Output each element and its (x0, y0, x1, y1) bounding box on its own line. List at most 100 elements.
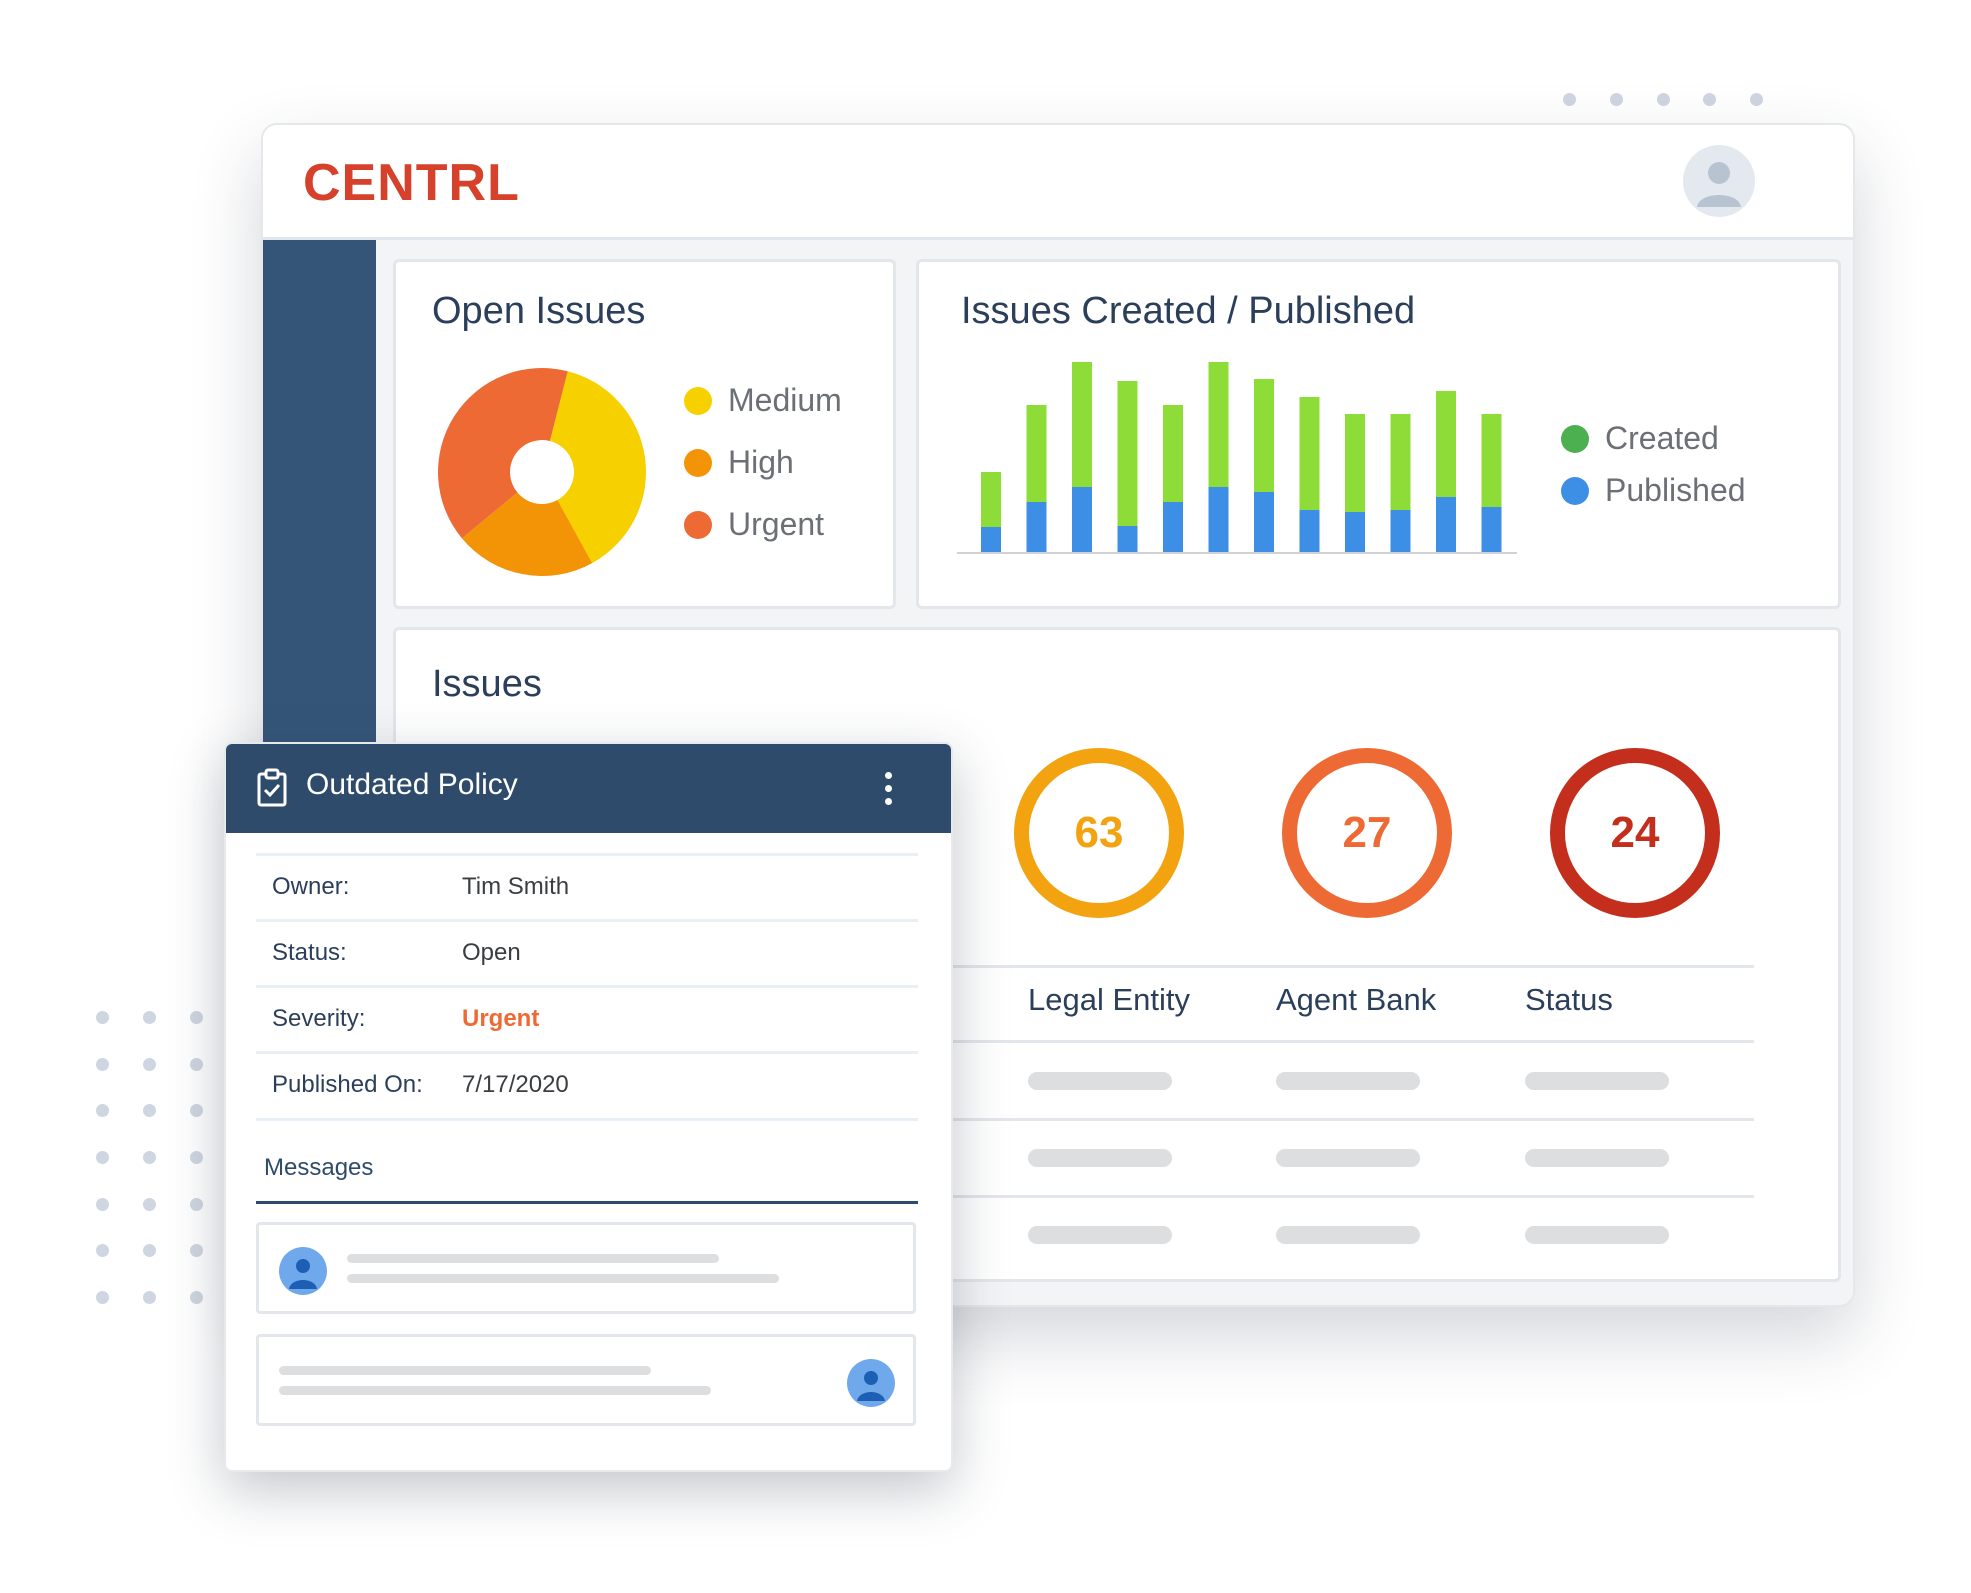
message-avatar-icon (847, 1359, 895, 1407)
table-cell-placeholder (1276, 1149, 1420, 1167)
table-cell-placeholder (1525, 1072, 1669, 1090)
legend-swatch (684, 510, 712, 539)
open-issues-legend-item: High (684, 444, 794, 481)
column-header-agent-bank[interactable]: Agent Bank (1276, 982, 1437, 1017)
table-row-border (936, 1195, 1754, 1198)
info-label: Published On: (272, 1071, 423, 1098)
info-row: Severity: Urgent (256, 985, 918, 1052)
x-axis-line (957, 552, 1517, 554)
table-cell-placeholder (1525, 1149, 1669, 1167)
info-label: Status: (272, 939, 347, 966)
info-row: Owner: Tim Smith (256, 853, 918, 920)
more-vertical-icon[interactable] (882, 772, 894, 808)
issues-title: Issues (432, 663, 542, 705)
decorative-dot (96, 1198, 109, 1211)
info-label: Owner: (272, 873, 350, 900)
message-item[interactable] (256, 1222, 916, 1314)
user-avatar-icon[interactable] (1683, 145, 1755, 217)
donut-slice-urgent[interactable] (438, 368, 568, 539)
info-value: Open (462, 939, 521, 966)
bar-created-2[interactable] (1026, 405, 1047, 502)
bar-created-11[interactable] (1436, 391, 1456, 497)
bar-created-7[interactable] (1254, 379, 1274, 492)
decorative-dot (96, 1104, 109, 1117)
messages-underline (256, 1201, 918, 1204)
message-item[interactable] (256, 1334, 916, 1426)
bar-published-11[interactable] (1436, 497, 1456, 552)
info-value: 7/17/2020 (462, 1071, 569, 1098)
decorative-dot (190, 1011, 203, 1024)
decorative-dot (143, 1198, 156, 1211)
decorative-dot (143, 1058, 156, 1071)
donut-slice-high[interactable] (461, 492, 593, 576)
column-header-legal-entity[interactable]: Legal Entity (1028, 982, 1190, 1017)
bar-created-12[interactable] (1481, 414, 1502, 507)
app-logo[interactable]: CENTRL (303, 154, 520, 212)
message-placeholder-line (347, 1274, 779, 1283)
legend-swatch (1561, 476, 1589, 505)
issue-count-ring[interactable]: 27 (1282, 748, 1452, 918)
open-issues-donut-chart (438, 368, 646, 576)
issues-created-published-legend-item: Created (1561, 420, 1719, 457)
issues-stacked-bar-chart (957, 362, 1517, 554)
decorative-dot (143, 1151, 156, 1164)
decorative-dot (190, 1058, 203, 1071)
open-issues-legend-item: Medium (684, 382, 842, 419)
decorative-dot (96, 1244, 109, 1257)
decorative-dot (143, 1244, 156, 1257)
info-value: Urgent (462, 1005, 540, 1032)
message-avatar-icon (279, 1247, 327, 1295)
decorative-dot (96, 1291, 109, 1304)
table-header-border (936, 1040, 1754, 1043)
bar-created-8[interactable] (1299, 397, 1320, 510)
open-issues-card: Open Issues Medium High Urgent (393, 259, 896, 609)
table-cell-placeholder (1276, 1226, 1420, 1244)
bar-published-2[interactable] (1026, 502, 1047, 552)
top-bar: CENTRL (263, 125, 1853, 240)
issue-count-ring[interactable]: 24 (1550, 748, 1720, 918)
bar-created-5[interactable] (1163, 405, 1183, 502)
bar-published-4[interactable] (1117, 526, 1138, 552)
message-placeholder-line (279, 1386, 711, 1395)
bar-created-1[interactable] (981, 472, 1001, 527)
decorative-dot (190, 1104, 203, 1117)
legend-label: Medium (728, 382, 842, 418)
bar-published-8[interactable] (1299, 510, 1320, 552)
decorative-dot (96, 1151, 109, 1164)
bar-published-10[interactable] (1390, 510, 1411, 552)
bar-published-7[interactable] (1254, 492, 1274, 552)
decorative-dot (143, 1104, 156, 1117)
bar-published-3[interactable] (1072, 487, 1092, 552)
bar-published-6[interactable] (1208, 487, 1229, 552)
decorative-dot (143, 1291, 156, 1304)
bar-published-9[interactable] (1345, 512, 1365, 552)
legend-label: Created (1605, 420, 1719, 456)
table-cell-placeholder (1028, 1072, 1172, 1090)
clipboard-check-icon (256, 768, 288, 813)
bar-created-9[interactable] (1345, 414, 1365, 512)
donut-slice-medium[interactable] (549, 371, 646, 564)
legend-swatch (684, 386, 712, 415)
bar-published-12[interactable] (1481, 507, 1502, 552)
bar-published-5[interactable] (1163, 502, 1183, 552)
column-header-status[interactable]: Status (1525, 982, 1613, 1017)
table-row-border (936, 1118, 1754, 1121)
decorative-dot (190, 1244, 203, 1257)
info-value: Tim Smith (462, 873, 570, 900)
bar-created-10[interactable] (1390, 414, 1411, 510)
issue-count-ring[interactable]: 63 (1014, 748, 1184, 918)
issues-created-published-title: Issues Created / Published (961, 290, 1416, 332)
decorative-dot (96, 1011, 109, 1024)
decorative-dot (190, 1198, 203, 1211)
legend-swatch (684, 448, 712, 477)
bar-published-1[interactable] (981, 527, 1001, 552)
info-row: Status: Open (256, 919, 918, 986)
messages-label[interactable]: Messages (264, 1154, 374, 1181)
decorative-dot (190, 1151, 203, 1164)
message-placeholder-line (347, 1254, 719, 1263)
bar-created-4[interactable] (1117, 381, 1138, 526)
info-label: Severity: (272, 1005, 366, 1032)
info-row: Published On: 7/17/2020 (256, 1051, 918, 1121)
bar-created-6[interactable] (1208, 362, 1229, 487)
bar-created-3[interactable] (1072, 362, 1092, 487)
